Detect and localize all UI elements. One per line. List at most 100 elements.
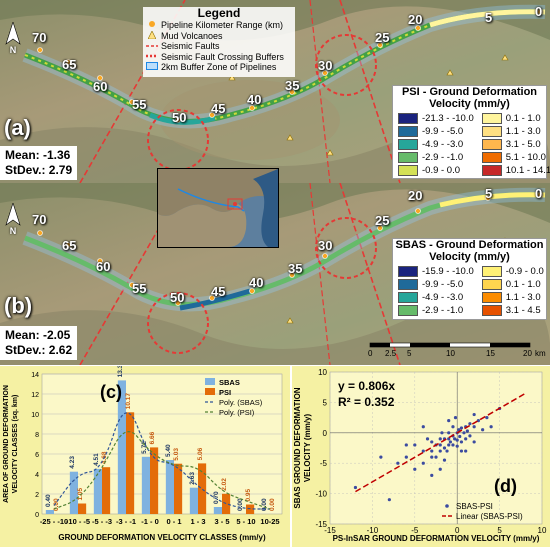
- y-tick-label: 10: [318, 368, 327, 377]
- bar-psi: [198, 463, 207, 514]
- data-label: 5.40: [165, 444, 172, 457]
- legend-item: Seismic Faults: [143, 41, 295, 52]
- scatter-point: [468, 434, 472, 438]
- velocity-class-label: 3.1 - 5.0: [505, 139, 541, 150]
- velocity-class-label: 10.1 - 14.1: [505, 165, 550, 176]
- scatter-point: [459, 426, 464, 430]
- legend-label: SBAS: [219, 378, 240, 387]
- bar-chart-c-svg: 0.40 0.00-25 - -104.231.05-10 - -54.51 4.6…: [3, 361, 283, 542]
- mean-value: Mean: -2.05: [5, 328, 71, 342]
- scale-unit: km: [535, 349, 546, 358]
- velocity-class-item: 10.1 - 14.1: [481, 165, 550, 176]
- color-swatch: [481, 305, 502, 316]
- scatter-point: [442, 458, 447, 462]
- color-swatch: [398, 266, 418, 277]
- bar-psi: [126, 412, 135, 514]
- scatter-point: [438, 443, 442, 447]
- scale-bar-labels: 0 2.5 5 10 15 20 km: [368, 349, 548, 361]
- color-swatch: [481, 126, 502, 137]
- scatter-point: [453, 437, 457, 441]
- sbas-velocity-legend: SBAS - Ground Deformation Velocity (mm/y…: [392, 238, 547, 320]
- km-label: 35: [285, 78, 300, 93]
- data-label: 0.00: [269, 498, 276, 511]
- color-swatch: [398, 305, 418, 316]
- velocity-class-label: 5.1 - 10.0: [505, 152, 546, 163]
- y-tick-label: 10: [31, 412, 39, 419]
- scatter-point: [447, 419, 451, 423]
- legend-label: PSI: [219, 388, 231, 397]
- velocity-class-label: -15.9 - -10.0: [422, 266, 474, 277]
- scale-tick: 5: [407, 349, 412, 358]
- y-tick-label: -5: [320, 459, 328, 468]
- scatter-point: [468, 422, 472, 426]
- bar-psi: [174, 463, 183, 514]
- km-label: 40: [247, 92, 262, 107]
- y-tick-label: 0: [35, 512, 39, 519]
- km-label: 30: [318, 58, 333, 73]
- tick-label: 5 - 10: [236, 517, 255, 526]
- scale-tick: 2.5: [385, 349, 397, 358]
- scatter-point: [472, 440, 476, 444]
- scatter-point: [404, 443, 408, 447]
- color-swatch: [398, 292, 418, 303]
- km-label: 65: [62, 57, 77, 72]
- km-label: 25: [375, 30, 390, 45]
- velocity-class-item: -4.9 - -3.0: [398, 139, 474, 150]
- velocity-class-item: -15.9 - -10.0: [398, 266, 474, 277]
- data-label: 4.51: [93, 453, 100, 466]
- scatter-point: [445, 449, 449, 453]
- km-label: 45: [211, 101, 226, 116]
- red-circle-dash-icon: [146, 52, 158, 63]
- data-label: 10.17: [125, 393, 132, 410]
- color-swatch: [398, 113, 418, 124]
- y-tick-label: 8: [35, 432, 39, 439]
- north-arrow-icon: N: [4, 202, 22, 236]
- trend-line: [355, 392, 526, 493]
- velocity-class-item: 5.1 - 10.0: [481, 152, 550, 163]
- color-swatch: [481, 266, 502, 277]
- sbas-legend-title: SBAS - Ground Deformation Velocity (mm/y…: [395, 239, 544, 263]
- scatter-point: [379, 455, 383, 459]
- legend-swatch: [205, 378, 215, 385]
- legend-item: Seismic Fault Crossing Buffers: [143, 52, 295, 63]
- km-label: 60: [93, 79, 108, 94]
- tick-label: 1 - 3: [190, 517, 205, 526]
- tick-label: 3 - 5: [214, 517, 229, 526]
- data-label: 5.03: [173, 448, 180, 461]
- velocity-class-item: -9.9 - -5.0: [398, 279, 474, 290]
- velocity-class-item: 1.1 - 3.0: [481, 292, 544, 303]
- km-label: 70: [32, 30, 47, 45]
- km-label: 0: [535, 4, 543, 19]
- scatter-point: [430, 473, 434, 477]
- velocity-class-label: 3.1 - 4.5: [505, 305, 541, 316]
- color-swatch: [481, 292, 502, 303]
- tick-label: -25 - -10: [40, 517, 68, 526]
- color-swatch: [481, 279, 502, 290]
- y-tick-label: 14: [31, 372, 39, 379]
- data-label: 13.36: [117, 366, 124, 377]
- scatter-point: [413, 443, 417, 447]
- tick-label: -5 - -3: [92, 517, 112, 526]
- scatter-point: [489, 425, 493, 429]
- legend-item: Pipeline Kilometer Range (km): [143, 20, 295, 31]
- legend-label: Linear (SBAS-PSI): [456, 512, 523, 521]
- scatter-point: [472, 412, 476, 417]
- regression-equation: y = 0.806x: [338, 379, 395, 393]
- legend-swatch: [205, 388, 215, 395]
- scale-tick: 10: [446, 349, 455, 358]
- x-tick-label: 5: [497, 526, 502, 535]
- orange-dot-icon: [146, 20, 158, 31]
- scale-tick: 15: [486, 349, 495, 358]
- legend-item-label: 2km Buffer Zone of Pipelines: [161, 62, 277, 72]
- bar-sbas: [141, 456, 150, 514]
- scale-tick: 20: [523, 349, 532, 358]
- velocity-class-label: -2.9 - -1.0: [422, 152, 464, 163]
- legend-item: Mud Volcanoes: [143, 29, 295, 42]
- legend-item-label: Mud Volcanoes: [161, 30, 223, 41]
- scatter-point: [472, 425, 476, 429]
- tick-label: -10 - -5: [66, 517, 90, 526]
- data-label: 0.00: [237, 498, 244, 511]
- panel-label-b: (b): [4, 293, 33, 318]
- scatter-point: [440, 431, 444, 435]
